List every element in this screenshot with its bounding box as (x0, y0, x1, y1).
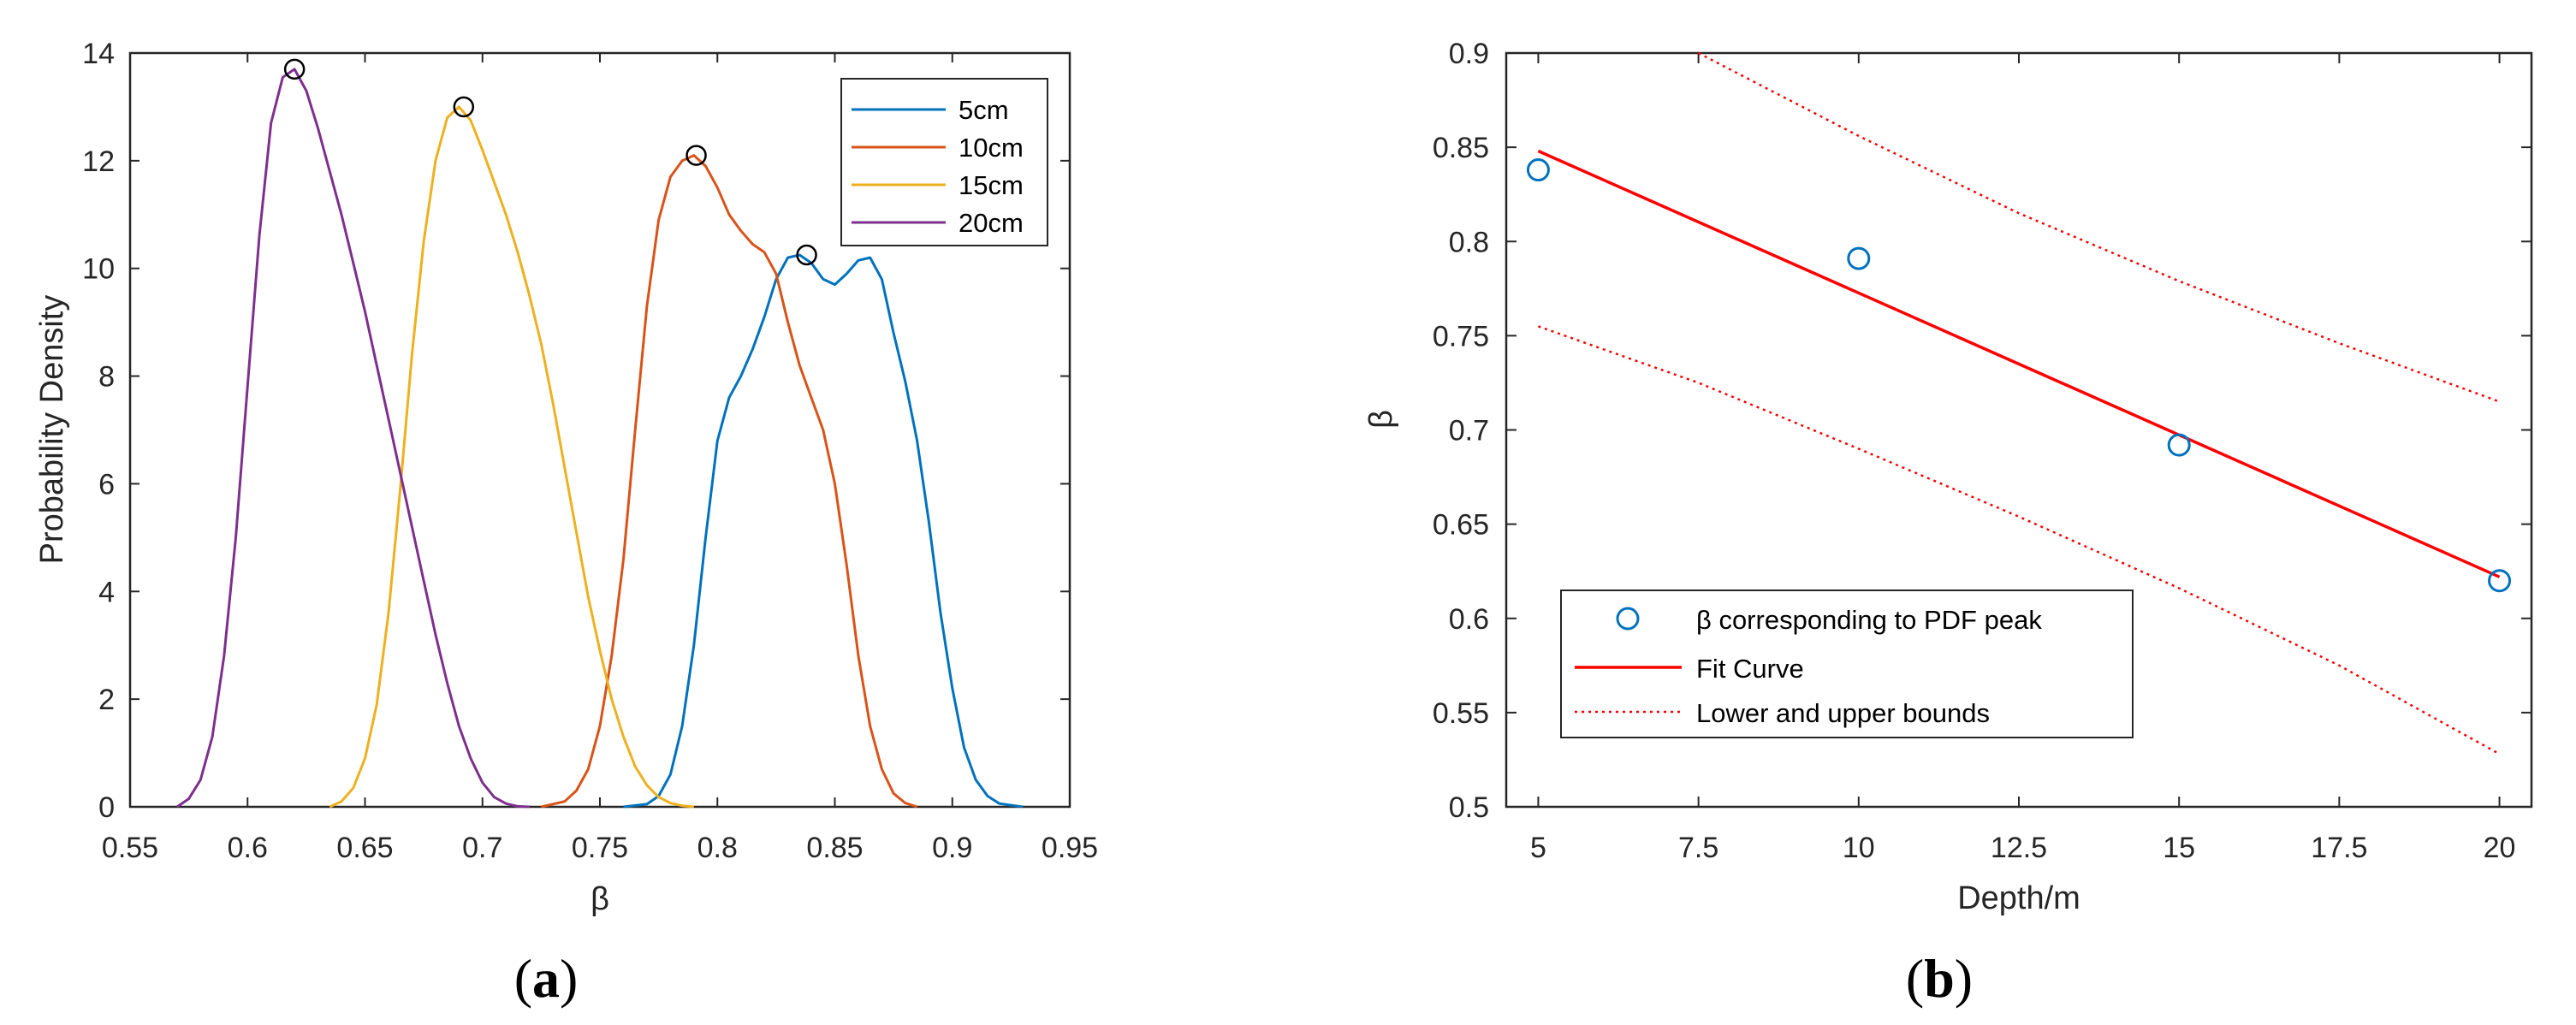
chart-b-x-tick-label: 10 (1843, 832, 1875, 864)
chart-a-series-20cm (176, 68, 530, 809)
chart-a-series (176, 68, 1024, 809)
chart-a: 0.55 0.6 0.65 0.7 0.75 0.8 0.85 0.9 0.95 0 2 4 6 8 10… (34, 38, 1098, 917)
chart-b-series (1526, 51, 2512, 755)
chart-b-legend-label-1: Fit Curve (1696, 654, 1804, 684)
chart-a-legend-box (840, 78, 1048, 246)
chart-a-peak-markers (283, 58, 817, 266)
chart-a-x-tick-label: 0.8 (697, 832, 738, 864)
chart-b-fit-curve (1537, 149, 2501, 578)
chart-a-x-axis-label: β (591, 881, 609, 917)
chart-a-y-tick-label: 2 (98, 684, 115, 716)
chart-b-y-tick-label: 0.5 (1449, 791, 1489, 824)
panel-label-b: (b) (1906, 948, 1973, 1009)
chart-b-legend-items: β corresponding to PDF peak Fit Curve Lowe… (1575, 605, 2042, 728)
chart-b-y-tick-label: 0.85 (1433, 132, 1489, 164)
chart-a-legend-label-20cm: 20cm (959, 208, 1024, 238)
chart-a-y-tick-label: 14 (82, 38, 115, 70)
chart-b-legend-label-0: β corresponding to PDF peak (1696, 605, 2042, 635)
chart-b-x-tick-label: 7.5 (1678, 832, 1718, 864)
chart-b-x-tick-label: 17.5 (2311, 832, 2367, 864)
chart-b-y-tick-label: 0.8 (1449, 226, 1489, 258)
chart-a-x-tick-label: 0.65 (336, 832, 393, 864)
chart-b-y-tick-label: 0.65 (1433, 509, 1489, 542)
chart-b-data-point (2488, 569, 2512, 593)
chart-b-x-tick-label: 15 (2163, 832, 2195, 864)
chart-a-series-15cm (329, 105, 694, 809)
chart-b-lower-bound-line (1537, 325, 2501, 755)
chart-a-series-10cm (541, 154, 918, 809)
chart-a-peak-marker (686, 145, 707, 166)
chart-b-data-point (2167, 433, 2191, 457)
chart-b-legend: β corresponding to PDF peak Fit Curve Lowe… (1560, 590, 2134, 738)
chart-b-x-tick-label: 12.5 (1991, 832, 2047, 864)
chart-a-peak-marker (453, 96, 475, 118)
chart-b-x-axis-label: Depth/m (1957, 880, 2080, 916)
chart-a-x-tick-label: 0.85 (806, 832, 863, 864)
chart-b-data-point (1526, 158, 1550, 182)
chart-a-x-tick-label: 0.9 (932, 832, 972, 864)
chart-b-y-tick-label: 0.9 (1449, 38, 1489, 70)
chart-a-y-tick-label: 12 (82, 145, 115, 178)
chart-a-y-tick-label: 0 (98, 791, 115, 824)
chart-b: 5 7.5 10 12.5 15 17.5 20 0.5 0.55 0.6 0.65 0.7 0.75… (1363, 38, 2533, 916)
chart-a-legend: 5cm 10cm 15cm 20cm (840, 78, 1048, 246)
chart-a-y-axis-label: Probability Density (34, 295, 70, 565)
chart-b-ticks (1506, 52, 2531, 808)
chart-a-x-tick-label: 0.95 (1042, 832, 1098, 864)
chart-a-x-tick-labels: 0.55 0.6 0.65 0.7 0.75 0.8 0.85 0.9 0.95 (102, 832, 1098, 864)
chart-b-y-tick-label: 0.6 (1449, 603, 1489, 636)
chart-a-y-tick-label: 10 (82, 253, 115, 286)
chart-b-y-tick-label: 0.7 (1449, 415, 1489, 447)
chart-b-x-tick-label: 5 (1530, 832, 1546, 864)
chart-b-y-tick-labels: 0.5 0.55 0.6 0.65 0.7 0.75 0.8 0.85 0.9 (1433, 38, 1489, 824)
chart-b-x-tick-label: 20 (2484, 832, 2516, 864)
chart-b-x-tick-labels: 5 7.5 10 12.5 15 17.5 20 (1530, 832, 2516, 864)
chart-b-legend-box (1560, 590, 2134, 738)
chart-b-legend-swatch-points (1616, 607, 1640, 631)
chart-b-data-point (1847, 246, 1871, 270)
chart-a-y-tick-labels: 0 2 4 6 8 10 12 14 (82, 38, 115, 824)
chart-b-legend-label-2: Lower and upper bounds (1696, 698, 1990, 728)
chart-a-legend-label-5cm: 5cm (959, 95, 1009, 125)
panel-label-a: (a) (514, 948, 579, 1009)
chart-b-upper-bound-line (1698, 51, 2501, 403)
chart-b-y-axis-label: β (1363, 410, 1399, 429)
chart-a-legend-items: 5cm 10cm 15cm 20cm (852, 95, 1024, 238)
chart-a-y-tick-label: 4 (98, 576, 115, 608)
chart-a-y-tick-label: 6 (98, 468, 115, 501)
chart-a-ticks (129, 52, 1071, 808)
chart-a-peak-marker (283, 58, 306, 80)
chart-a-y-tick-label: 8 (98, 361, 115, 394)
chart-a-x-tick-label: 0.55 (102, 832, 158, 864)
chart-b-y-tick-label: 0.55 (1433, 697, 1489, 730)
chart-a-x-tick-label: 0.75 (572, 832, 628, 864)
chart-a-legend-label-15cm: 15cm (959, 170, 1024, 200)
chart-a-x-tick-label: 0.7 (462, 832, 502, 864)
chart-a-series-5cm (623, 253, 1024, 809)
chart-b-y-tick-label: 0.75 (1433, 320, 1489, 353)
chart-a-legend-label-10cm: 10cm (959, 133, 1024, 163)
chart-a-peak-marker (796, 244, 817, 266)
chart-a-x-tick-label: 0.6 (228, 832, 268, 864)
